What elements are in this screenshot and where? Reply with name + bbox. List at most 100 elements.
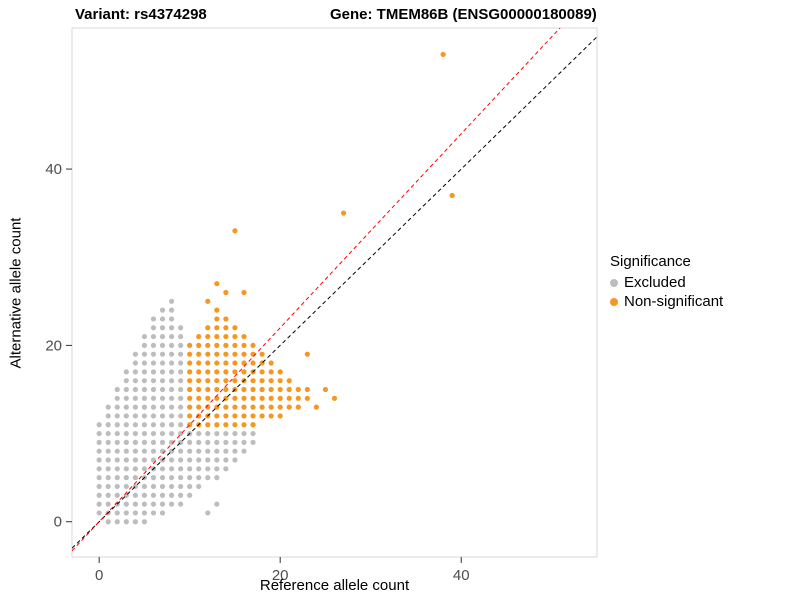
point-excluded: [178, 501, 184, 507]
point-excluded: [178, 378, 184, 384]
point-excluded: [141, 430, 148, 437]
point-excluded: [159, 395, 166, 401]
point-excluded: [114, 422, 120, 428]
point-non-significant: [232, 369, 238, 375]
point-excluded: [159, 386, 166, 393]
point-non-significant: [232, 404, 238, 410]
point-excluded: [105, 457, 111, 463]
point-non-significant: [241, 369, 247, 375]
point-non-significant: [286, 386, 292, 393]
point-excluded: [214, 448, 220, 454]
point-excluded: [114, 492, 120, 498]
point-non-significant: [268, 369, 274, 375]
point-non-significant: [205, 351, 211, 357]
point-excluded: [96, 510, 102, 516]
expected-ratio-line: [72, 28, 561, 552]
point-excluded: [196, 439, 202, 445]
point-excluded: [168, 307, 175, 313]
point-excluded: [150, 342, 157, 348]
point-non-significant: [205, 386, 211, 393]
point-non-significant: [331, 395, 338, 401]
point-non-significant: [277, 395, 283, 401]
point-excluded: [114, 475, 120, 481]
point-excluded: [96, 501, 102, 507]
point-excluded: [132, 386, 138, 393]
point-excluded: [150, 475, 157, 481]
point-excluded: [159, 351, 166, 357]
point-excluded: [159, 439, 166, 445]
point-non-significant: [196, 333, 202, 340]
point-non-significant: [232, 395, 238, 401]
point-non-significant: [205, 378, 211, 384]
point-non-significant: [223, 333, 229, 340]
y-tick-label: 0: [54, 514, 62, 531]
point-excluded: [178, 342, 184, 348]
point-excluded: [141, 422, 148, 428]
point-excluded: [241, 430, 247, 437]
point-non-significant: [449, 192, 455, 199]
point-excluded: [132, 466, 138, 472]
point-excluded: [150, 351, 157, 357]
point-excluded: [141, 519, 148, 525]
point-excluded: [123, 519, 129, 525]
point-excluded: [132, 369, 138, 375]
point-non-significant: [214, 360, 220, 366]
point-excluded: [223, 448, 229, 454]
point-excluded: [123, 378, 129, 384]
point-excluded: [168, 492, 175, 498]
point-excluded: [223, 457, 229, 463]
y-tick-label: 20: [45, 337, 62, 354]
point-excluded: [132, 510, 138, 516]
point-excluded: [150, 404, 157, 410]
point-excluded: [159, 316, 166, 322]
point-excluded: [141, 413, 148, 419]
point-non-significant: [277, 386, 283, 393]
point-excluded: [123, 448, 129, 454]
point-non-significant: [205, 369, 211, 375]
point-excluded: [141, 448, 148, 454]
point-non-significant: [223, 413, 229, 419]
point-excluded: [114, 395, 120, 401]
point-excluded: [159, 360, 166, 366]
point-excluded: [105, 519, 111, 525]
x-tick-label: 40: [453, 567, 470, 584]
point-excluded: [123, 457, 129, 463]
point-non-significant: [250, 413, 256, 419]
point-non-significant: [241, 342, 247, 348]
point-non-significant: [268, 360, 274, 366]
point-non-significant: [187, 378, 193, 384]
point-non-significant: [277, 369, 283, 375]
point-non-significant: [250, 342, 256, 348]
point-non-significant: [214, 369, 220, 375]
point-excluded: [178, 325, 184, 331]
point-non-significant: [223, 369, 229, 375]
point-excluded: [141, 501, 148, 507]
point-excluded: [159, 492, 166, 498]
point-excluded: [150, 369, 157, 375]
point-excluded: [96, 483, 102, 490]
point-non-significant: [268, 404, 274, 410]
point-non-significant: [205, 360, 211, 366]
point-excluded: [96, 475, 102, 481]
point-excluded: [150, 430, 157, 437]
point-excluded: [232, 430, 238, 437]
point-non-significant: [232, 325, 238, 331]
point-non-significant: [232, 342, 238, 348]
point-non-significant: [187, 369, 193, 375]
point-excluded: [105, 422, 111, 428]
panel-border: [71, 27, 598, 558]
point-non-significant: [232, 413, 238, 419]
point-excluded: [141, 351, 148, 357]
point-non-significant: [277, 378, 283, 384]
point-excluded: [105, 475, 111, 481]
point-non-significant: [295, 404, 301, 410]
point-non-significant: [214, 351, 220, 357]
point-non-significant: [259, 413, 265, 419]
point-excluded: [150, 378, 157, 384]
point-excluded: [141, 378, 148, 384]
point-non-significant: [223, 422, 229, 428]
point-excluded: [159, 501, 166, 507]
point-excluded: [168, 422, 175, 428]
point-non-significant: [214, 307, 220, 313]
